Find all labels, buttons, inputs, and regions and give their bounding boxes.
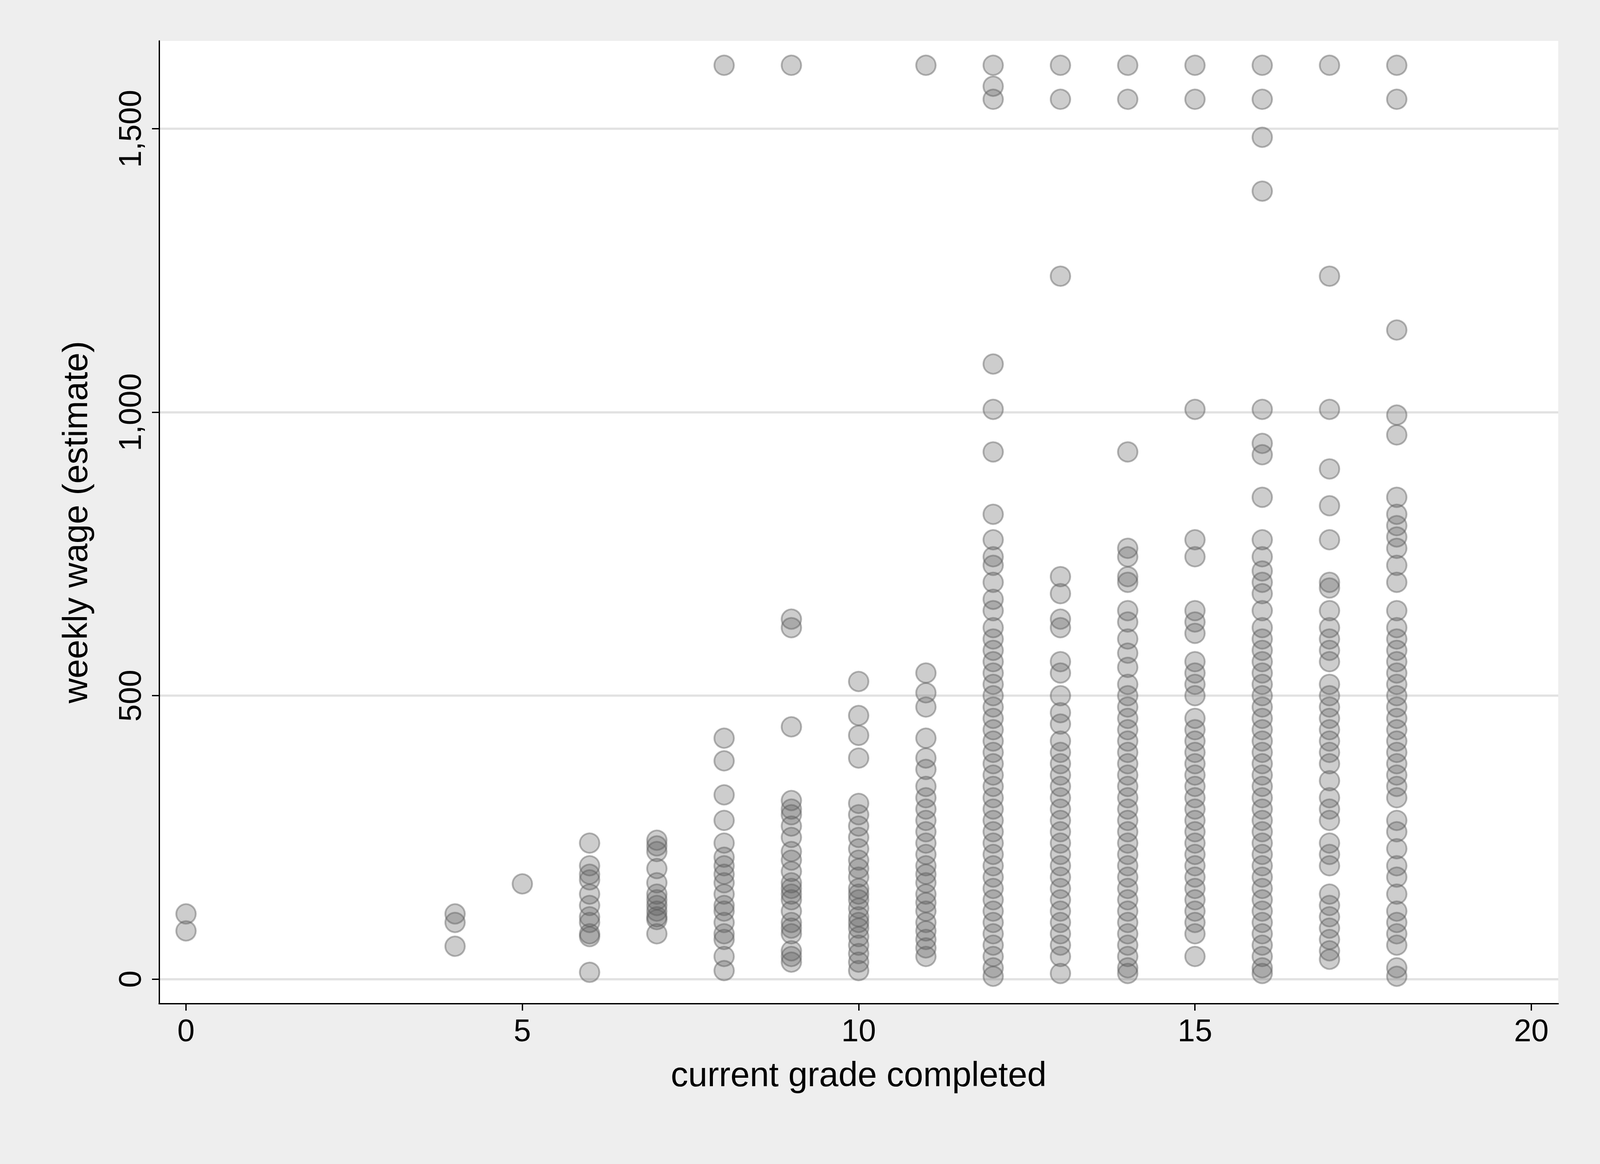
svg-text:500: 500 [112,669,148,722]
svg-text:20: 20 [1514,1012,1549,1048]
svg-text:weekly wage (estimate): weekly wage (estimate) [55,340,95,704]
svg-text:1,000: 1,000 [112,373,148,452]
svg-text:10: 10 [841,1012,876,1048]
svg-text:0: 0 [112,970,148,988]
svg-text:5: 5 [513,1012,532,1048]
svg-text:current grade completed: current grade completed [670,1054,1047,1094]
svg-text:15: 15 [1177,1012,1213,1048]
svg-text:1,500: 1,500 [112,89,148,168]
svg-text:0: 0 [177,1012,195,1048]
